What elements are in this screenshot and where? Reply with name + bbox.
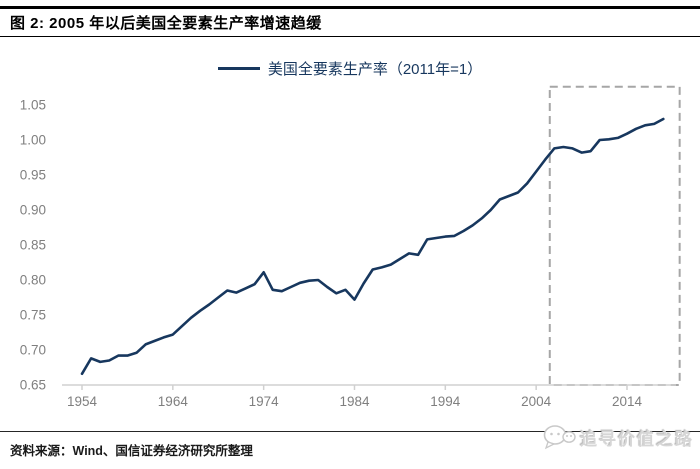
title-separator-rule <box>0 36 700 37</box>
tfp-series-line <box>80 117 665 376</box>
x-tick-label: 1974 <box>249 394 280 409</box>
legend-line-swatch <box>217 67 260 70</box>
chat-bubbles-icon <box>543 425 576 450</box>
bottom-rule <box>0 431 700 432</box>
figure-title: 图 2: 2005 年以后美国全要素生产率增速趋缓 <box>10 15 322 32</box>
x-tick-label: 2014 <box>612 394 643 409</box>
watermark-text: 追寻价值之路 <box>580 429 694 449</box>
x-tick-label: 1964 <box>158 394 189 409</box>
chart-legend: 美国全要素生产率（2011年=1） <box>0 58 700 79</box>
x-tick-label: 1954 <box>67 394 98 409</box>
y-tick-label: 0.65 <box>20 378 46 393</box>
y-tick-label: 0.90 <box>20 203 46 218</box>
y-tick-label: 0.95 <box>20 168 46 183</box>
x-tick-label: 2004 <box>521 394 552 409</box>
highlight-dashed-box <box>548 85 681 387</box>
source-note: 资料来源：Wind、国信证券经济研究所整理 <box>10 444 253 458</box>
y-tick-label: 0.80 <box>20 273 46 288</box>
x-tick-label: 1984 <box>339 394 370 409</box>
legend-label: 美国全要素生产率（2011年=1） <box>267 61 483 78</box>
y-tick-label: 0.75 <box>20 308 46 323</box>
y-tick-label: 1.05 <box>20 98 46 113</box>
watermark: 追寻价值之路 <box>542 424 694 450</box>
x-tick-label: 1994 <box>430 394 461 409</box>
y-tick-label: 0.85 <box>20 238 46 253</box>
top-thick-rule <box>0 6 700 9</box>
y-tick-label: 0.70 <box>20 343 46 358</box>
y-tick-label: 1.00 <box>20 133 46 148</box>
